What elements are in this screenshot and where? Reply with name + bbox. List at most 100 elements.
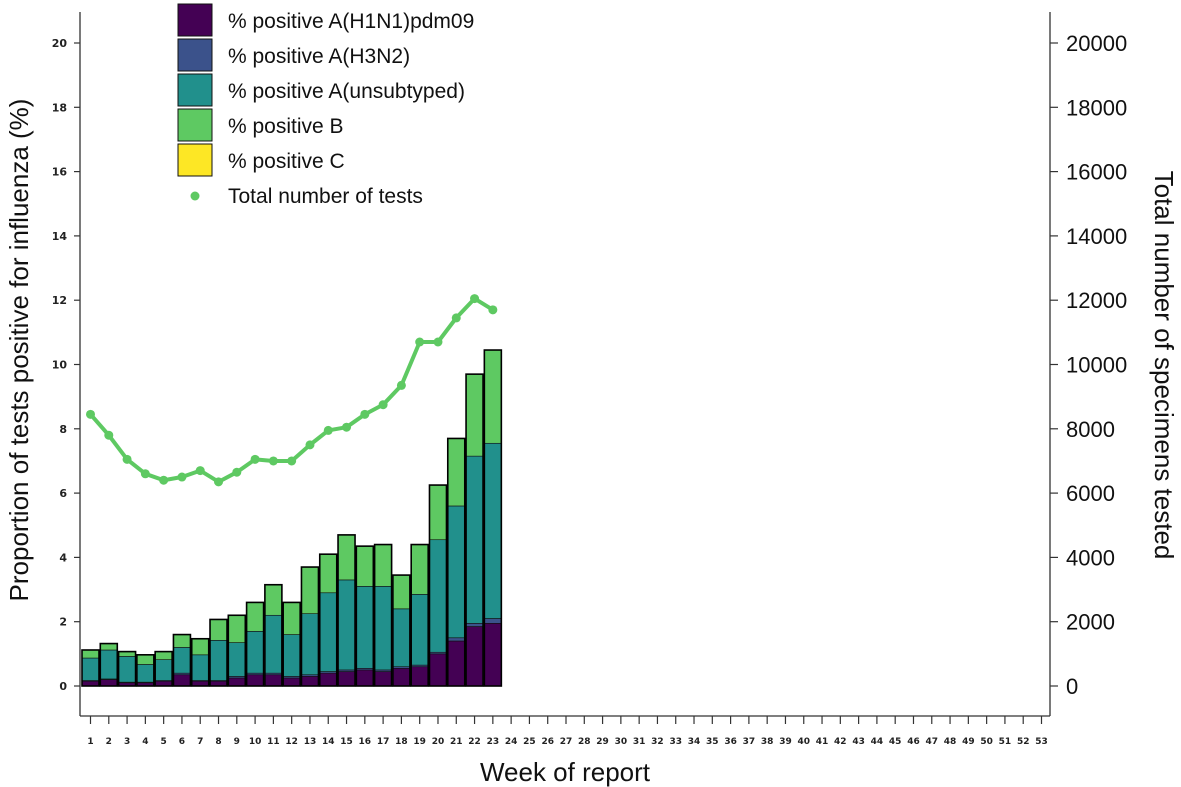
- right-tick-label: 0: [1066, 674, 1078, 699]
- x-tick-label: 34: [688, 737, 701, 747]
- x-tick-label: 16: [359, 737, 372, 747]
- bar-segment: [337, 671, 356, 687]
- bar-segment: [337, 534, 356, 581]
- x-tick-label: 6: [179, 737, 185, 747]
- right-tick-label: 2000: [1066, 610, 1115, 635]
- bar-segment: [246, 674, 264, 687]
- x-tick-label: 40: [797, 737, 810, 747]
- x-tick-label: 12: [285, 737, 298, 747]
- bar-segment: [465, 373, 484, 457]
- bar-segment: [228, 642, 246, 677]
- bar-outline: [154, 650, 173, 687]
- x-tick-label: 1: [87, 737, 93, 747]
- legend-swatch: [177, 73, 213, 107]
- bar-segment: [319, 553, 338, 594]
- bar-segment: [191, 654, 210, 681]
- x-tick-label: 31: [633, 737, 646, 747]
- bar-segment: [447, 637, 466, 642]
- bar-segment: [429, 653, 447, 687]
- bar-outline: [117, 650, 137, 687]
- x-tick-label: 46: [907, 737, 920, 747]
- bar-outline: [81, 649, 100, 687]
- right-tick-label: 12000: [1066, 288, 1127, 313]
- y-axis-title: Proportion of tests positive for influen…: [4, 99, 34, 602]
- x-axis-title: Week of report: [480, 757, 651, 787]
- bar-segment: [81, 649, 100, 659]
- bar-segment: [228, 614, 246, 643]
- tests-line-path: [88, 296, 495, 484]
- bar-segment: [136, 664, 155, 683]
- bar-segment: [374, 586, 392, 671]
- x-tick-label: 49: [962, 737, 975, 747]
- bar-segment: [246, 631, 264, 674]
- bar-segment: [447, 505, 466, 639]
- bar-outline: [227, 614, 247, 687]
- tests-line-point: [287, 456, 297, 466]
- bar-segment: [301, 566, 319, 614]
- legend-label: % positive C: [228, 150, 345, 173]
- bar-segment: [447, 640, 466, 687]
- bar-segment: [319, 592, 338, 672]
- bar-segment: [99, 679, 118, 687]
- tests-line-point: [415, 337, 425, 347]
- left-tick-label: 10: [52, 359, 68, 372]
- y2-axis-title: Total number of specimens tested: [1149, 171, 1179, 560]
- tests-line-point: [323, 425, 333, 435]
- bar-outline: [99, 642, 119, 687]
- x-tick-label: 32: [651, 737, 664, 747]
- bar-outline: [190, 637, 210, 687]
- tests-line-point: [159, 475, 169, 485]
- x-tick-label: 4: [142, 737, 148, 747]
- tests-line-point: [195, 466, 205, 476]
- legend-swatch: [177, 3, 213, 37]
- right-tick-label: 16000: [1066, 160, 1127, 185]
- bar-outline: [410, 543, 429, 687]
- x-tick-label: 17: [377, 737, 390, 747]
- x-tick-label: 26: [541, 737, 554, 747]
- left-tick-label: 8: [59, 423, 67, 436]
- x-tick-label: 23: [487, 737, 500, 747]
- bar-outline: [136, 654, 155, 687]
- left-y-ticks: 0 2 4 6 8 10 12 14 16 18 20: [52, 37, 80, 693]
- bar-segment: [118, 656, 136, 683]
- bar-segment: [484, 349, 502, 444]
- x-tick-label: 36: [724, 737, 737, 747]
- left-tick-label: 12: [52, 294, 67, 307]
- bar-segment: [356, 545, 374, 587]
- legend-swatch: [177, 143, 213, 177]
- x-tick-label: 48: [944, 737, 957, 747]
- legend-swatch: [177, 108, 213, 142]
- x-tick-label: 41: [816, 737, 829, 747]
- bar-segment: [374, 671, 392, 687]
- legend-line-marker: [190, 191, 200, 201]
- bar-segment: [301, 676, 319, 687]
- bar-segment: [429, 539, 447, 653]
- bar-segment: [356, 669, 374, 687]
- x-tick-label: 50: [980, 737, 993, 747]
- bar-segment: [264, 614, 283, 674]
- bar-outline: [373, 543, 393, 687]
- left-tick-label: 14: [52, 230, 68, 243]
- x-tick-label: 13: [304, 737, 317, 747]
- bar-segment: [154, 651, 173, 660]
- bar-segment: [429, 484, 447, 541]
- x-tick-label: 33: [669, 737, 682, 747]
- axes: [79, 12, 1051, 717]
- right-tick-label: 18000: [1066, 95, 1127, 120]
- x-tick-label: 22: [468, 737, 481, 747]
- bar-segment: [209, 640, 228, 681]
- bar-segment: [282, 677, 301, 687]
- x-tick-label: 28: [578, 737, 591, 747]
- legend-label: Total number of tests: [228, 185, 423, 208]
- right-tick-label: 10000: [1066, 353, 1127, 378]
- x-tick-label: 53: [1035, 737, 1048, 747]
- legend-label: % positive A(H3N2): [228, 45, 410, 68]
- bar-segment: [410, 544, 429, 595]
- x-tick-label: 5: [161, 737, 167, 747]
- right-tick-label: 8000: [1066, 417, 1115, 442]
- x-tick-label: 10: [249, 737, 262, 747]
- x-tick-label: 15: [340, 737, 353, 747]
- bar-segment: [392, 668, 411, 687]
- x-tick-label: 51: [999, 737, 1012, 747]
